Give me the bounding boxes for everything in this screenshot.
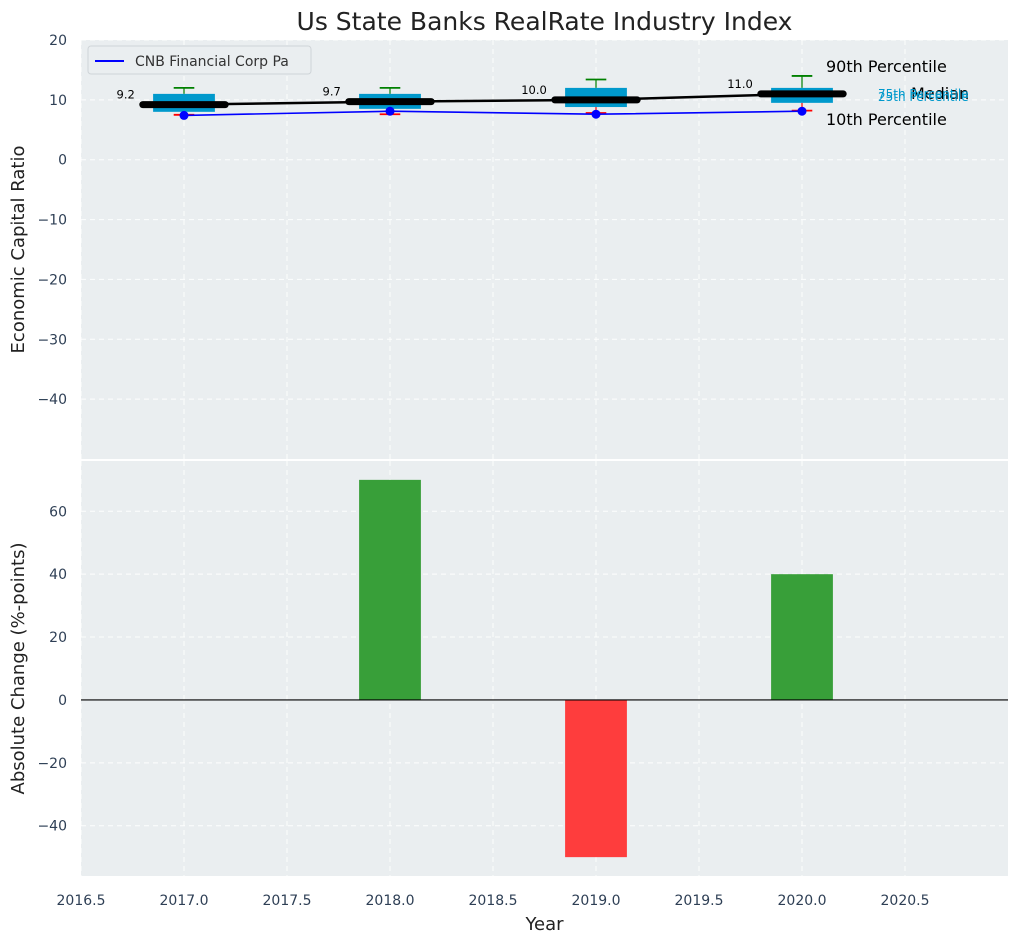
bottom-y-tick-label: −20 <box>37 756 67 772</box>
bottom-y-tick-label: 60 <box>49 504 67 520</box>
median-annotation: Median <box>911 84 969 103</box>
company-point <box>385 106 395 116</box>
x-ticks: 2016.5 2017.0 2017.5 2018.0 2018.5 2019.0 2019… <box>57 893 930 909</box>
bottom-y-tick-label: 40 <box>49 567 67 583</box>
bottom-plot-background <box>81 461 1008 876</box>
x-tick-label: 2017.0 <box>160 893 209 909</box>
p90-annotation: 90th Percentile <box>826 57 947 76</box>
top-y-tick-label: 0 <box>58 153 67 169</box>
top-y-axis-label: Economic Capital Ratio <box>8 146 29 354</box>
median-value-label: 11.0 <box>727 77 753 91</box>
p25-annotation: 25th Percentile <box>878 90 969 104</box>
top-y-tick-label: 20 <box>49 33 67 49</box>
x-tick-label: 2016.5 <box>57 893 106 909</box>
top-y-ticks: 20 10 0 −10 −20 −30 −40 <box>37 33 67 408</box>
bottom-panel: 60 40 20 0 −20 −40 Absolute Change (%-points) <box>8 461 1008 876</box>
legend: CNB Financial Corp Pa <box>87 45 312 75</box>
median-value-label: 9.7 <box>323 85 341 99</box>
positive-change-bar <box>771 574 833 700</box>
top-y-tick-label: −20 <box>37 272 67 288</box>
bottom-y-tick-label: 20 <box>49 630 67 646</box>
x-tick-label: 2020.5 <box>881 893 930 909</box>
x-tick-label: 2019.0 <box>572 893 621 909</box>
top-y-tick-label: −10 <box>37 213 67 229</box>
bottom-y-axis-label: Absolute Change (%-points) <box>8 543 29 795</box>
legend-box <box>87 45 312 75</box>
chart-title: Us State Banks RealRate Industry Index <box>297 7 793 36</box>
bottom-y-tick-label: 0 <box>58 693 67 709</box>
median-value-label: 10.0 <box>521 83 547 97</box>
x-tick-label: 2019.5 <box>675 893 724 909</box>
x-tick-label: 2020.0 <box>778 893 827 909</box>
negative-change-bar <box>565 699 627 858</box>
median-trend-line <box>183 92 803 106</box>
x-axis-label: Year <box>524 914 564 935</box>
top-y-tick-label: −40 <box>37 392 67 408</box>
company-point <box>797 106 807 116</box>
bottom-marks <box>81 479 1008 858</box>
x-tick-label: 2018.0 <box>366 893 415 909</box>
p75-annotation: 75th Percentile <box>878 87 969 101</box>
top-y-tick-label: −30 <box>37 332 67 348</box>
legend-label: CNB Financial Corp Pa <box>135 54 289 70</box>
x-tick-label: 2018.5 <box>469 893 518 909</box>
positive-change-bar <box>359 479 421 700</box>
bottom-y-ticks: 60 40 20 0 −20 −40 <box>37 504 67 834</box>
top-marks: 9.2 9.7 10.0 11.0 90th Percentile Median 10th … <box>117 57 970 129</box>
top-plot-background <box>81 40 1008 459</box>
top-grid <box>80 39 1008 459</box>
company-point <box>179 110 189 120</box>
company-line <box>183 110 803 117</box>
top-panel: 20 10 0 −10 −20 −30 −40 Economic Capital Ratio… <box>8 33 1008 459</box>
p10-annotation: 10th Percentile <box>826 110 947 129</box>
company-point <box>591 109 601 119</box>
x-tick-label: 2017.5 <box>263 893 312 909</box>
median-value-label: 9.2 <box>117 88 135 102</box>
top-y-tick-label: 10 <box>49 93 67 109</box>
bottom-y-tick-label: −40 <box>37 819 67 835</box>
